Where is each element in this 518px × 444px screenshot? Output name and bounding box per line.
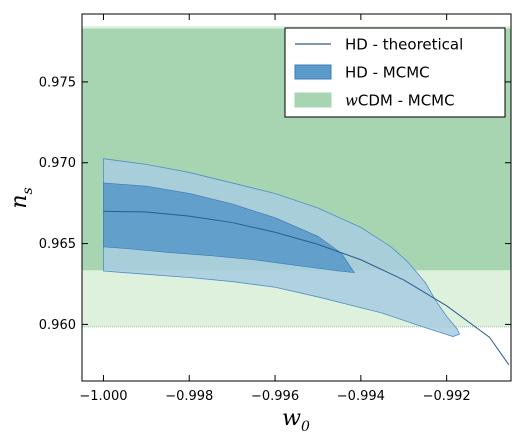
legend-label-text: HD - MCMC <box>345 64 430 82</box>
legend-label-text: CDM - MCMC <box>358 92 455 110</box>
legend-swatch-patch <box>294 92 332 108</box>
legend: HD - theoretical HD - MCMC wCDM - MCMC <box>284 27 506 118</box>
y-tick-label: 0.975 <box>39 75 76 90</box>
x-tick-label: −0.998 <box>165 389 213 404</box>
y-tick-label: 0.965 <box>39 237 76 252</box>
legend-label: wCDM - MCMC <box>345 92 455 110</box>
legend-swatch-patch <box>294 64 332 80</box>
y-tick-label: 0.960 <box>39 318 76 333</box>
legend-label: HD - theoretical <box>345 36 463 54</box>
hd-mcmc-contour-inner <box>103 182 356 274</box>
hd-theoretical-line <box>103 210 510 366</box>
x-axis-label: w0 <box>282 406 310 435</box>
x-tick-label: −0.994 <box>337 389 385 404</box>
x-tick-label: −1.000 <box>79 389 127 404</box>
y-tick-label: 0.970 <box>39 156 76 171</box>
legend-label-prefix: w <box>345 92 358 110</box>
y-axis-label-subscript: s <box>20 187 36 194</box>
axis-ticks: −1.000 −0.998 −0.996 −0.994 −0.992 0.960 0.965… <box>39 14 511 404</box>
x-axis-label-subscript: 0 <box>301 419 310 435</box>
axes-frame <box>81 13 512 382</box>
y-axis-label: ns <box>7 187 36 208</box>
legend-label: HD - MCMC <box>345 64 430 82</box>
x-tick-label: −0.996 <box>251 389 299 404</box>
x-tick-label: −0.992 <box>423 389 471 404</box>
legend-label-text: HD - theoretical <box>345 36 463 54</box>
